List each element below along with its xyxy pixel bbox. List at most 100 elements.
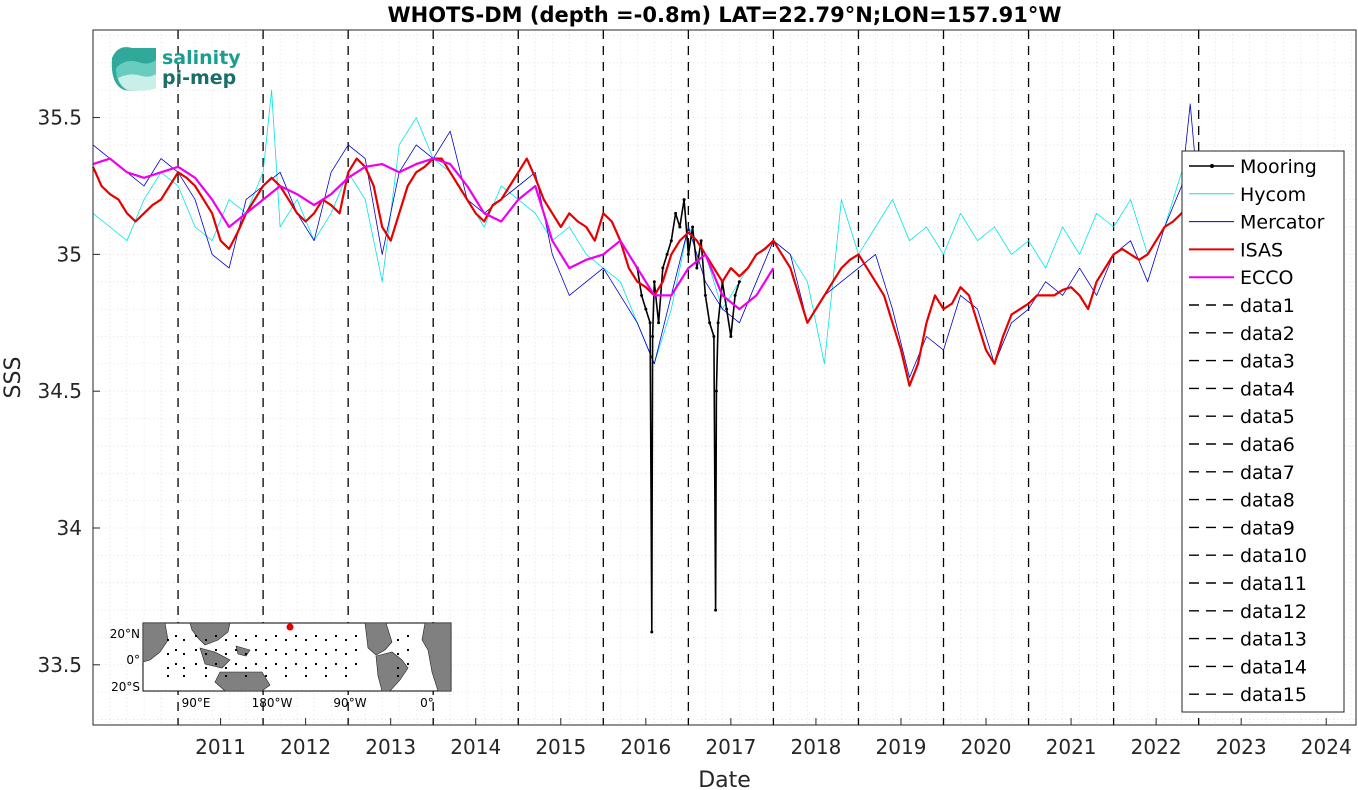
inset-mooring-dot: [265, 653, 267, 655]
x-axis-label: Date: [698, 768, 751, 790]
x-tick-label: 2014: [450, 735, 501, 759]
x-tick-label: 2022: [1131, 735, 1182, 759]
inset-mooring-dot: [295, 663, 297, 665]
inset-mooring-dot: [275, 649, 277, 651]
series-line-isas: [91, 157, 1200, 387]
inset-mooring-dot: [183, 675, 185, 677]
inset-mooring-dot: [325, 667, 327, 669]
logo-line2: pi-mep: [162, 67, 236, 89]
inset-mooring-dot: [355, 649, 357, 651]
inset-lon-label-0: 0°: [420, 696, 434, 710]
inset-mooring-dot: [325, 653, 327, 655]
inset-mooring-dot: [325, 675, 327, 677]
inset-mooring-dot: [225, 667, 227, 669]
series-point-mooring: [714, 608, 718, 612]
legend-label-data2: data2: [1240, 323, 1295, 345]
inset-mooring-dot: [407, 635, 409, 637]
inset-mooring-dot: [285, 639, 287, 641]
inset-site-marker: [286, 623, 294, 631]
inset-mooring-dot: [225, 653, 227, 655]
inset-mooring-dot: [225, 639, 227, 641]
inset-mooring-dot: [335, 649, 337, 651]
inset-mooring-dot: [167, 639, 169, 641]
inset-mooring-dot: [225, 675, 227, 677]
inset-mooring-dot: [315, 649, 317, 651]
series-line-ecco: [92, 157, 775, 311]
inset-mooring-dot: [245, 653, 247, 655]
y-tick-label: 33.5: [37, 653, 82, 677]
inset-mooring-dot: [285, 675, 287, 677]
legend-label-data3: data3: [1240, 351, 1295, 373]
legend-box: [1181, 150, 1345, 713]
minor-grid: [92, 30, 1356, 725]
inset-mooring-dot: [255, 649, 257, 651]
y-tick-label: 34: [57, 516, 82, 540]
legend-label-data9: data9: [1240, 517, 1295, 539]
series-point-mooring: [699, 239, 703, 243]
x-tick-label: 2021: [1046, 735, 1097, 759]
series-point-mooring: [716, 321, 720, 325]
legend-label-hycom: Hycom: [1240, 184, 1306, 206]
series-point-mooring: [669, 239, 673, 243]
x-tick-label: 2017: [705, 735, 756, 759]
legend-label-data5: data5: [1240, 406, 1295, 428]
series-point-mooring: [661, 266, 665, 270]
inset-mooring-dot: [215, 635, 217, 637]
x-tick-label: 2024: [1301, 735, 1352, 759]
inset-mooring-dot: [335, 635, 337, 637]
inset-mooring-dot: [205, 675, 207, 677]
inset-mooring-dot: [265, 639, 267, 641]
inset-mooring-dot: [355, 635, 357, 637]
x-tick-label: 2013: [365, 735, 416, 759]
x-tick-label: 2011: [195, 735, 246, 759]
series-point-mooring: [737, 280, 741, 284]
chart-title: WHOTS-DM (depth =-0.8m) LAT=22.79°N;LON=…: [387, 3, 1061, 27]
legend-label-data8: data8: [1240, 490, 1295, 512]
legend-marker-mooring: [1210, 164, 1214, 168]
inset-mooring-dot: [195, 649, 197, 651]
inset-mooring-dot: [215, 663, 217, 665]
inset-mooring-dot: [235, 649, 237, 651]
inset-mooring-dot: [295, 649, 297, 651]
inset-mooring-dot: [175, 649, 177, 651]
inset-lon-label-90e: 90°E: [182, 696, 211, 710]
inset-mooring-dot: [265, 675, 267, 677]
inset-mooring-dot: [245, 675, 247, 677]
legend-label-mercator: Mercator: [1240, 212, 1325, 234]
legend-items: Mooring Hycom Mercator ISAS ECCO data1 data2 da…: [1189, 156, 1325, 706]
legend: Mooring Hycom Mercator ISAS ECCO data1 data2 da…: [1181, 150, 1345, 713]
series-point-mooring: [674, 211, 678, 215]
x-tick-label: 2016: [620, 735, 671, 759]
inset-mooring-dot: [305, 639, 307, 641]
inset-mooring-dot: [167, 667, 169, 669]
logo-waves-icon: [111, 47, 156, 91]
legend-label-isas: ISAS: [1240, 239, 1283, 261]
inset-mooring-dot: [205, 653, 207, 655]
inset-mooring-dot: [295, 635, 297, 637]
inset-mooring-dot: [305, 675, 307, 677]
inset-mooring-dot: [183, 667, 185, 669]
series-point-mooring: [714, 389, 718, 393]
inset-mooring-dot: [397, 653, 399, 655]
series-point-mooring: [733, 293, 737, 297]
y-axis-label: SSS: [1, 357, 26, 399]
series-point-mooring: [686, 252, 690, 256]
series-point-mooring: [652, 280, 656, 284]
inset-mooring-dot: [345, 675, 347, 677]
legend-label-data11: data11: [1240, 573, 1307, 595]
inset-mooring-dot: [205, 639, 207, 641]
inset-land: [142, 622, 452, 692]
inset-mooring-dot: [397, 639, 399, 641]
y-tick-label: 35.5: [37, 106, 82, 130]
x-tick-label: 2018: [790, 735, 841, 759]
inset-mooring-dot: [275, 635, 277, 637]
inset-ocean: [142, 622, 452, 692]
legend-label-data4: data4: [1240, 378, 1295, 400]
inset-mooring-dot: [255, 635, 257, 637]
legend-label-data12: data12: [1240, 601, 1307, 623]
inset-mooring-dot: [205, 667, 207, 669]
inset-mooring-dot: [305, 653, 307, 655]
inset-mooring-dot: [183, 653, 185, 655]
inset-lon-label-90w: 90°W: [333, 696, 366, 710]
